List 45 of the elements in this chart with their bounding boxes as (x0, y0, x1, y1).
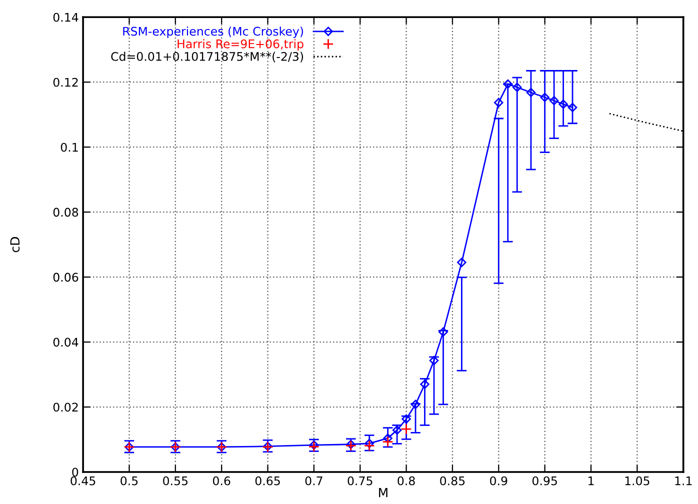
y-tick-label: 0.02 (53, 402, 78, 412)
point (568, 102, 578, 112)
x-tick-label: 0.8 (398, 476, 415, 486)
y-axis-title: cD (10, 237, 20, 252)
x-tick-label: 0.7 (305, 476, 322, 486)
x-tick-label: 0.95 (532, 476, 557, 486)
x-tick-label: 0.6 (212, 476, 230, 486)
x-tick-label: 1 (588, 476, 594, 486)
y-tick-label: 0.04 (53, 338, 78, 347)
x-tick-label: 0.65 (255, 476, 280, 486)
point (364, 440, 375, 452)
point (549, 96, 559, 106)
point (503, 79, 512, 89)
x-tick-label: 1.05 (625, 476, 650, 486)
x-tick-label: 0.55 (163, 476, 188, 486)
x-tick-label: 0.85 (440, 476, 465, 486)
point (400, 424, 412, 435)
point (457, 258, 466, 268)
y-tick-label: 0.1 (60, 142, 78, 152)
x-tick-label: 0.9 (490, 476, 508, 486)
legend-label: RSM-experiences (Mc Croskey) (123, 26, 304, 38)
x-tick-label: 0.75 (348, 476, 372, 486)
point (402, 414, 411, 424)
point (494, 98, 504, 108)
point (308, 441, 320, 452)
y-tick-label: 0.08 (53, 208, 78, 217)
point (526, 88, 536, 98)
x-tick-label: 0.5 (120, 476, 138, 486)
y-tick-label: 0.14 (53, 12, 78, 22)
x-axis-title: M (379, 488, 388, 498)
point (410, 400, 420, 410)
y-tick-label: 0 (72, 468, 78, 477)
y-tick-label: 0.12 (53, 78, 78, 87)
x-tick-label: 0.45 (70, 476, 96, 486)
point (558, 100, 568, 109)
point (512, 82, 522, 92)
point (364, 438, 374, 448)
x-tick-label: 1.1 (675, 476, 692, 486)
legend-label: Harris Re=9E+06,trip (178, 39, 304, 51)
legend-label: Cd=0.01+0.10171875*M**(-2/3) (111, 52, 304, 62)
point (540, 92, 550, 102)
point (420, 380, 430, 389)
point (438, 327, 448, 337)
y-tick-label: 0.06 (53, 272, 78, 282)
point (429, 356, 439, 366)
